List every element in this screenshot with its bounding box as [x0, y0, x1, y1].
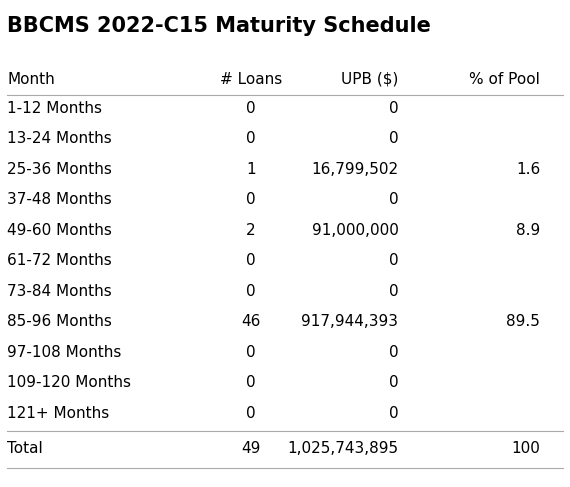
Text: 73-84 Months: 73-84 Months — [7, 284, 112, 299]
Text: 0: 0 — [246, 284, 256, 299]
Text: 61-72 Months: 61-72 Months — [7, 253, 112, 268]
Text: % of Pool: % of Pool — [469, 72, 540, 87]
Text: 13-24 Months: 13-24 Months — [7, 131, 112, 146]
Text: 37-48 Months: 37-48 Months — [7, 192, 112, 207]
Text: 0: 0 — [246, 345, 256, 360]
Text: Total: Total — [7, 441, 43, 455]
Text: 85-96 Months: 85-96 Months — [7, 314, 112, 329]
Text: 89.5: 89.5 — [506, 314, 540, 329]
Text: 121+ Months: 121+ Months — [7, 406, 109, 421]
Text: 1-12 Months: 1-12 Months — [7, 101, 102, 115]
Text: Month: Month — [7, 72, 55, 87]
Text: 16,799,502: 16,799,502 — [311, 162, 398, 177]
Text: 0: 0 — [389, 345, 398, 360]
Text: 0: 0 — [389, 131, 398, 146]
Text: BBCMS 2022-C15 Maturity Schedule: BBCMS 2022-C15 Maturity Schedule — [7, 16, 431, 36]
Text: 0: 0 — [389, 406, 398, 421]
Text: 1,025,743,895: 1,025,743,895 — [287, 441, 398, 455]
Text: 97-108 Months: 97-108 Months — [7, 345, 121, 360]
Text: 0: 0 — [246, 406, 256, 421]
Text: 0: 0 — [246, 131, 256, 146]
Text: 49-60 Months: 49-60 Months — [7, 223, 112, 238]
Text: 0: 0 — [389, 253, 398, 268]
Text: 1.6: 1.6 — [516, 162, 540, 177]
Text: 100: 100 — [511, 441, 540, 455]
Text: 49: 49 — [241, 441, 260, 455]
Text: # Loans: # Loans — [220, 72, 282, 87]
Text: 2: 2 — [246, 223, 256, 238]
Text: 8.9: 8.9 — [516, 223, 540, 238]
Text: 0: 0 — [246, 101, 256, 115]
Text: 109-120 Months: 109-120 Months — [7, 375, 131, 390]
Text: 0: 0 — [389, 375, 398, 390]
Text: 917,944,393: 917,944,393 — [302, 314, 398, 329]
Text: 0: 0 — [246, 192, 256, 207]
Text: UPB ($): UPB ($) — [341, 72, 398, 87]
Text: 46: 46 — [241, 314, 260, 329]
Text: 0: 0 — [389, 101, 398, 115]
Text: 0: 0 — [246, 253, 256, 268]
Text: 25-36 Months: 25-36 Months — [7, 162, 112, 177]
Text: 1: 1 — [246, 162, 256, 177]
Text: 91,000,000: 91,000,000 — [312, 223, 398, 238]
Text: 0: 0 — [389, 192, 398, 207]
Text: 0: 0 — [246, 375, 256, 390]
Text: 0: 0 — [389, 284, 398, 299]
